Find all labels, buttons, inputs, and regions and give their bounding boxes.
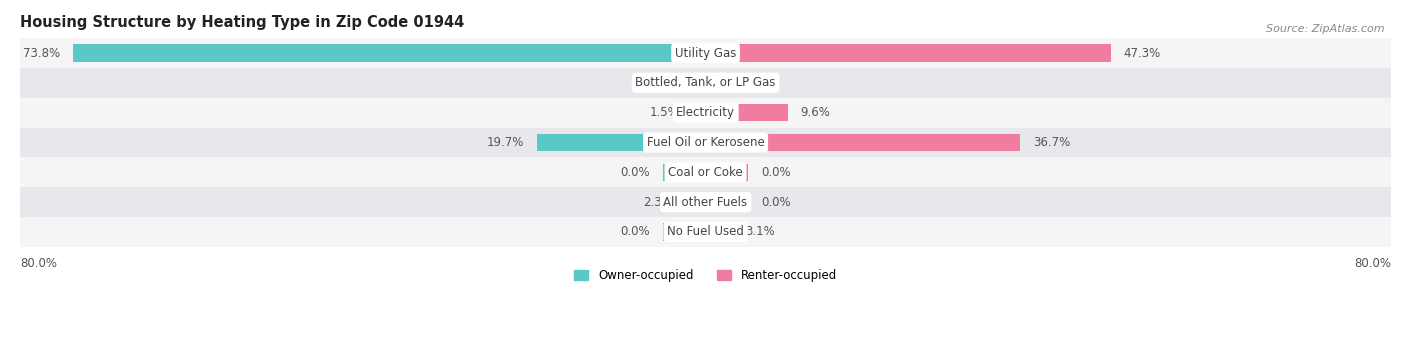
Text: 0.0%: 0.0% [620,166,650,179]
Text: 2.6%: 2.6% [641,76,671,89]
Bar [662,164,706,181]
Text: Fuel Oil or Kerosene: Fuel Oil or Kerosene [647,136,765,149]
Bar [706,164,748,181]
Text: 0.0%: 0.0% [620,225,650,238]
Bar [706,44,1111,62]
Bar [20,128,1391,158]
Text: 36.7%: 36.7% [1033,136,1070,149]
Bar [537,134,706,151]
Bar [73,44,706,62]
Text: 80.0%: 80.0% [20,257,58,270]
Bar [20,187,1391,217]
Text: Coal or Coke: Coal or Coke [668,166,742,179]
Bar [662,223,706,241]
Bar [20,68,1391,98]
Bar [20,217,1391,247]
Text: 80.0%: 80.0% [1354,257,1391,270]
Bar [706,193,748,211]
Text: Utility Gas: Utility Gas [675,46,737,60]
Bar [693,104,706,121]
Text: 9.6%: 9.6% [800,106,831,119]
Bar [20,38,1391,68]
Text: 3.3%: 3.3% [747,76,776,89]
Text: 19.7%: 19.7% [486,136,524,149]
Text: All other Fuels: All other Fuels [664,196,748,209]
Bar [706,74,734,91]
Bar [706,134,1019,151]
Bar [20,158,1391,187]
Text: 0.0%: 0.0% [761,196,792,209]
Bar [706,104,787,121]
Legend: Owner-occupied, Renter-occupied: Owner-occupied, Renter-occupied [569,264,842,287]
Text: 47.3%: 47.3% [1123,46,1161,60]
Text: Housing Structure by Heating Type in Zip Code 01944: Housing Structure by Heating Type in Zip… [20,15,464,30]
Bar [20,98,1391,128]
Text: 3.1%: 3.1% [745,225,775,238]
Text: 0.0%: 0.0% [761,166,792,179]
Text: Source: ZipAtlas.com: Source: ZipAtlas.com [1267,24,1385,34]
Text: 1.5%: 1.5% [650,106,681,119]
Bar [706,223,733,241]
Text: Electricity: Electricity [676,106,735,119]
Text: No Fuel Used: No Fuel Used [666,225,744,238]
Text: 2.3%: 2.3% [644,196,673,209]
Bar [686,193,706,211]
Text: Bottled, Tank, or LP Gas: Bottled, Tank, or LP Gas [636,76,776,89]
Bar [683,74,706,91]
Text: 73.8%: 73.8% [24,46,60,60]
